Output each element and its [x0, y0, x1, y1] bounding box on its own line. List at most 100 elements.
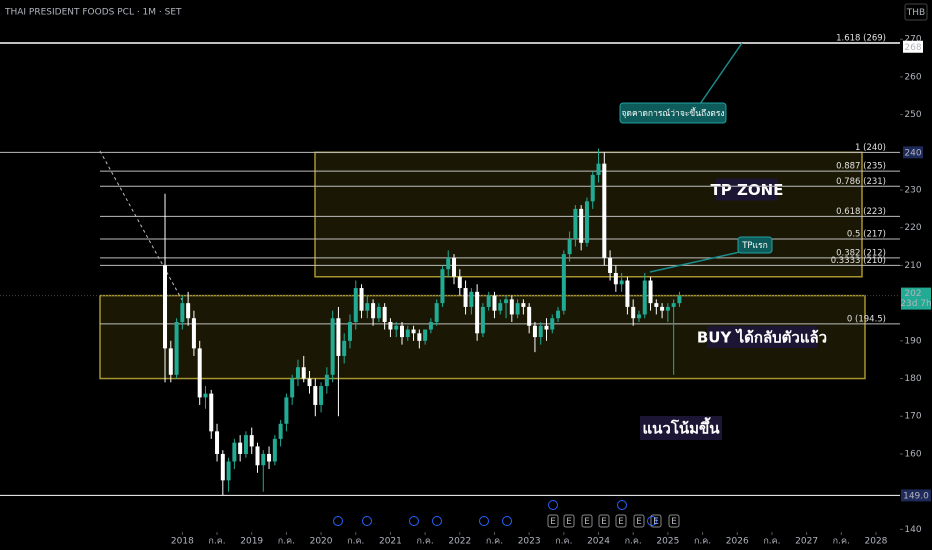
candle-body	[584, 201, 589, 243]
candle-body	[324, 374, 329, 387]
fib-label: 0.3333 (210)	[831, 256, 886, 266]
candle-body	[463, 288, 468, 307]
price-axis	[900, 0, 932, 550]
x-tick-label: ก.ค.	[278, 537, 295, 547]
x-tick-label: 2023	[518, 537, 541, 547]
candle-body	[168, 348, 173, 375]
x-tick-label: ก.ค.	[417, 537, 434, 547]
candle-body	[440, 269, 445, 304]
candle-body	[342, 340, 347, 356]
candle-body	[492, 295, 497, 311]
candle-body	[371, 303, 376, 319]
candle-body	[382, 306, 387, 322]
candle-body	[238, 442, 243, 454]
y-tick-label: 210	[904, 261, 921, 271]
callout-text: จุดคาดการณ์ว่าจะขึ้นถึงตรง	[621, 107, 724, 119]
callout-pointer	[649, 251, 741, 273]
x-tick-label: ก.ค.	[625, 537, 642, 547]
earnings-icon[interactable]	[650, 514, 662, 528]
y-tick-label: 220	[904, 223, 921, 233]
candle-body	[596, 163, 601, 175]
x-tick-label: 2026	[726, 537, 749, 547]
candle-body	[446, 257, 451, 270]
earnings-label: E	[653, 517, 659, 527]
fib-trend-line	[99, 150, 183, 301]
candle-body	[480, 306, 485, 334]
x-tick-label: ก.ค.	[347, 537, 364, 547]
candle-body	[203, 393, 208, 398]
fib-label: 0.887 (235)	[836, 162, 886, 172]
earnings-label: E	[671, 517, 677, 527]
candle-body	[556, 310, 561, 319]
candle-body	[457, 276, 462, 289]
last-price-countdown: 23d 7h	[900, 299, 931, 309]
candle-body	[504, 299, 509, 304]
candle-body	[220, 453, 225, 481]
dividend-icon[interactable]	[432, 516, 442, 526]
earnings-icon[interactable]	[581, 514, 593, 528]
candle-body	[359, 288, 364, 311]
candle-body	[163, 265, 168, 349]
candle-body	[434, 303, 439, 322]
dividend-icon[interactable]	[362, 516, 372, 526]
candle-body	[671, 303, 676, 307]
earnings-icon[interactable]	[598, 514, 610, 528]
x-tick-label: ก.ค.	[486, 537, 503, 547]
candle-body	[394, 325, 399, 330]
currency: THB	[906, 8, 925, 18]
trend-label: แนวโน้มขึ้น	[642, 417, 720, 438]
candle-body	[631, 306, 636, 319]
price-badge	[903, 146, 923, 159]
earnings-label: E	[618, 517, 624, 527]
candle-body	[636, 314, 641, 319]
currency-box[interactable]	[904, 3, 928, 21]
candle-body	[550, 318, 555, 330]
earnings-icon[interactable]	[615, 514, 627, 528]
candle-body	[561, 254, 566, 311]
candle-body	[532, 325, 537, 338]
candle-body	[405, 329, 410, 338]
candle-body	[301, 367, 306, 379]
dividend-icon[interactable]	[502, 516, 512, 526]
candle-body	[376, 306, 381, 319]
dividend-icon[interactable]	[479, 516, 489, 526]
earnings-label: E	[566, 517, 572, 527]
candle-body	[613, 272, 618, 285]
y-tick-label: 230	[904, 186, 921, 196]
candle-body	[284, 397, 289, 424]
candle-body	[255, 446, 260, 466]
earnings-label: E	[550, 517, 556, 527]
x-tick-label: ก.ค.	[694, 537, 711, 547]
earnings-icon[interactable]	[633, 514, 645, 528]
x-tick-label: 2018	[171, 537, 194, 547]
trend-label-box	[640, 416, 722, 440]
candle-body	[642, 280, 647, 315]
price-badge	[901, 489, 931, 502]
earnings-icon[interactable]	[547, 514, 559, 528]
dividend-icon[interactable]	[617, 500, 627, 510]
earnings-icon[interactable]	[563, 514, 575, 528]
dividend-icon[interactable]	[647, 516, 657, 526]
candle-body	[319, 386, 324, 405]
candle-body	[579, 208, 584, 243]
earnings-icon[interactable]	[668, 514, 680, 528]
candle-body	[521, 303, 526, 307]
earnings-label: E	[601, 517, 607, 527]
candle-body	[509, 299, 514, 315]
price-badge-label: 149.0	[903, 491, 929, 501]
price-badge-label: 268	[904, 43, 921, 53]
candle-body	[452, 257, 457, 277]
dividend-icon[interactable]	[333, 516, 343, 526]
candle-body	[191, 318, 196, 349]
x-tick-label: 2022	[448, 537, 471, 547]
zone-label: BUY ได้กลับตัวแล้ว	[697, 328, 827, 347]
y-tick-label: 270	[904, 35, 921, 45]
dividend-icon[interactable]	[548, 500, 558, 510]
x-tick-label: ก.ค.	[833, 537, 850, 547]
dividend-icon[interactable]	[409, 516, 419, 526]
header-title: THAI PRESIDENT FOODS PCL · 1M · SET	[4, 8, 182, 18]
x-tick-label: 2021	[379, 537, 402, 547]
candle-body	[619, 280, 624, 285]
candle-body	[249, 435, 254, 447]
